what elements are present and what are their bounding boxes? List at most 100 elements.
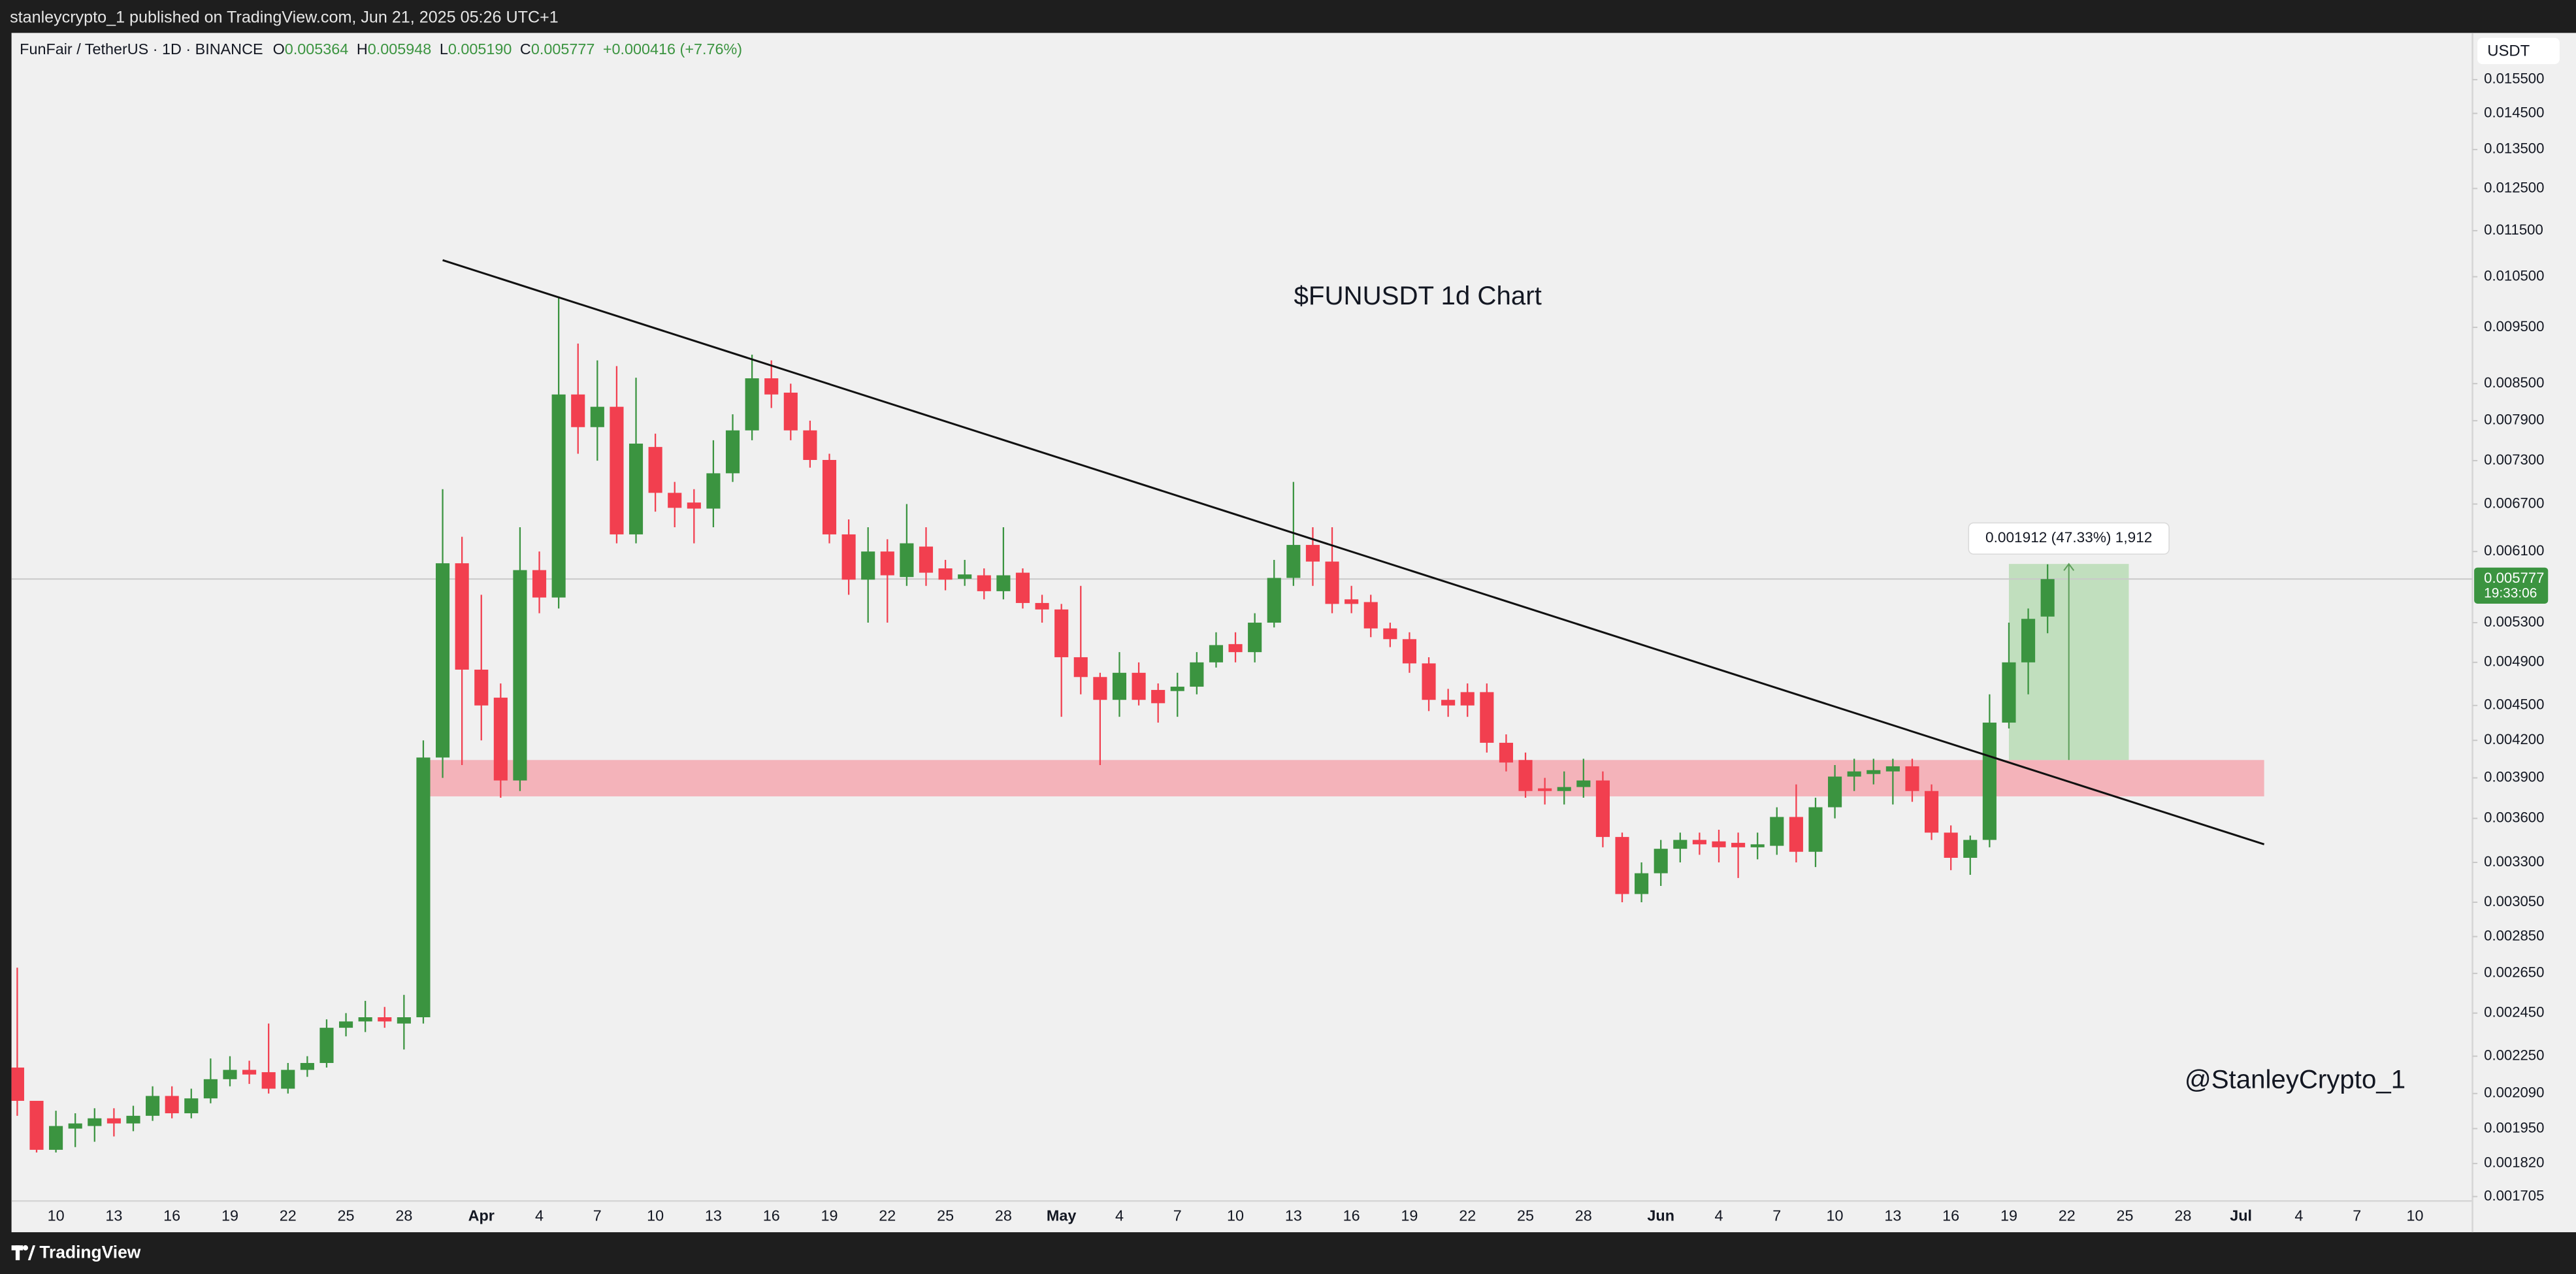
candle-body: [223, 1070, 237, 1079]
candle-body: [706, 473, 721, 509]
candle-body: [1093, 677, 1107, 700]
y-tick-label: 0.004500: [2484, 696, 2544, 713]
ohlc-key: C: [520, 41, 531, 57]
last-price-box: [2474, 567, 2549, 604]
x-tick-label: 4: [535, 1207, 544, 1224]
candle-body: [435, 563, 450, 758]
candle-body: [261, 1072, 276, 1089]
candle-body: [1808, 807, 1823, 852]
symbol-legend: FunFair / TetherUS · 1D · BINANCE O0.0053…: [20, 41, 742, 57]
y-tick-label: 0.003050: [2484, 893, 2544, 909]
symbol-name: FunFair / TetherUS · 1D · BINANCE: [20, 41, 263, 57]
candle-body: [1228, 644, 1243, 653]
candle-body: [11, 1068, 24, 1101]
candle-body: [958, 574, 972, 579]
x-tick-label: 22: [280, 1207, 297, 1224]
candle-body: [378, 1017, 392, 1022]
candle-body: [1789, 817, 1803, 852]
y-tick-label: 0.008500: [2484, 374, 2544, 391]
x-tick-label: 4: [1115, 1207, 1124, 1224]
y-tick-label: 0.002250: [2484, 1047, 2544, 1063]
x-tick-label: 16: [163, 1207, 180, 1224]
candle-body: [1750, 844, 1765, 847]
x-tick-label: 10: [1227, 1207, 1244, 1224]
candle-body: [1441, 700, 1456, 706]
candle-body: [2021, 619, 2036, 662]
candle-body: [1073, 657, 1088, 678]
candle-body: [300, 1063, 314, 1070]
x-tick-label: 13: [705, 1207, 722, 1224]
x-tick-label: 25: [2117, 1207, 2134, 1224]
candle-body: [803, 430, 817, 461]
candle-body: [106, 1118, 121, 1124]
x-tick-label: 19: [821, 1207, 838, 1224]
candle-body: [880, 551, 894, 576]
x-tick-label: 28: [2174, 1207, 2191, 1224]
candle-body: [416, 757, 431, 1018]
candle-body: [1345, 599, 1359, 604]
x-tick-label: 7: [2353, 1207, 2361, 1224]
measure-label: 0.001912 (47.33%) 1,912: [1985, 529, 2152, 546]
candle-body: [590, 406, 604, 427]
x-tick-label: Jul: [2230, 1207, 2252, 1224]
x-tick-label: 28: [995, 1207, 1012, 1224]
candle-body: [1248, 623, 1262, 653]
candle-body: [1712, 841, 1726, 847]
x-tick-label: 25: [937, 1207, 954, 1224]
x-tick-label: 10: [48, 1207, 65, 1224]
plot-area: [11, 259, 2473, 1153]
candle-body: [1731, 843, 1746, 847]
candle-body: [493, 697, 508, 781]
x-tick-label: 19: [221, 1207, 238, 1224]
candle-body: [513, 570, 527, 781]
y-tick-label: 0.005300: [2484, 613, 2544, 630]
candle-body: [571, 394, 585, 427]
candle-body: [783, 392, 798, 431]
candle-body: [1402, 639, 1416, 664]
candle-body: [319, 1028, 334, 1064]
candle-body: [339, 1021, 353, 1028]
x-tick-label: 22: [1459, 1207, 1476, 1224]
x-tick-label: 16: [1942, 1207, 1959, 1224]
candle-body: [1557, 787, 1571, 791]
y-tick-label: 0.003900: [2484, 768, 2544, 785]
x-tick-label: 16: [1343, 1207, 1360, 1224]
y-tick-label: 0.001705: [2484, 1187, 2544, 1203]
y-tick-label: 0.011500: [2484, 221, 2543, 238]
x-tick-label: 22: [2059, 1207, 2076, 1224]
y-tick-label: 0.001820: [2484, 1154, 2544, 1171]
x-tick-label: 7: [1772, 1207, 1781, 1224]
x-tick-label: 13: [1285, 1207, 1302, 1224]
candle-body: [1305, 545, 1320, 562]
candle-body: [1499, 742, 1513, 763]
candle-body: [1538, 788, 1552, 791]
candle-body: [861, 551, 875, 580]
candle-body: [1422, 663, 1436, 700]
y-tick-label: 0.009500: [2484, 318, 2544, 335]
x-tick-label: 22: [879, 1207, 896, 1224]
y-tick-label: 0.002650: [2484, 964, 2544, 981]
candle-body: [822, 460, 837, 534]
candle-body: [764, 378, 779, 395]
candle-body: [165, 1096, 179, 1113]
candle-body: [1054, 609, 1069, 657]
change-value: +0.000416 (+7.76%): [603, 41, 742, 57]
candle-body: [1576, 780, 1591, 787]
x-tick-label: 19: [1401, 1207, 1418, 1224]
y-tick-label: 0.004200: [2484, 731, 2544, 747]
candle-body: [1151, 690, 1166, 704]
candle-body: [1595, 780, 1610, 838]
candle-body: [126, 1115, 140, 1124]
candle-body: [532, 570, 547, 598]
candle-body: [1518, 760, 1533, 791]
y-tick-label: 0.002450: [2484, 1004, 2544, 1021]
candle-body: [146, 1096, 160, 1116]
candle-body: [1615, 837, 1629, 894]
candle-body: [1286, 545, 1301, 578]
candle-body: [1635, 873, 1649, 894]
candle-body: [841, 534, 856, 580]
candle-body: [2002, 662, 2016, 723]
ohlc-key: H: [357, 41, 368, 57]
candle-body: [49, 1126, 63, 1150]
